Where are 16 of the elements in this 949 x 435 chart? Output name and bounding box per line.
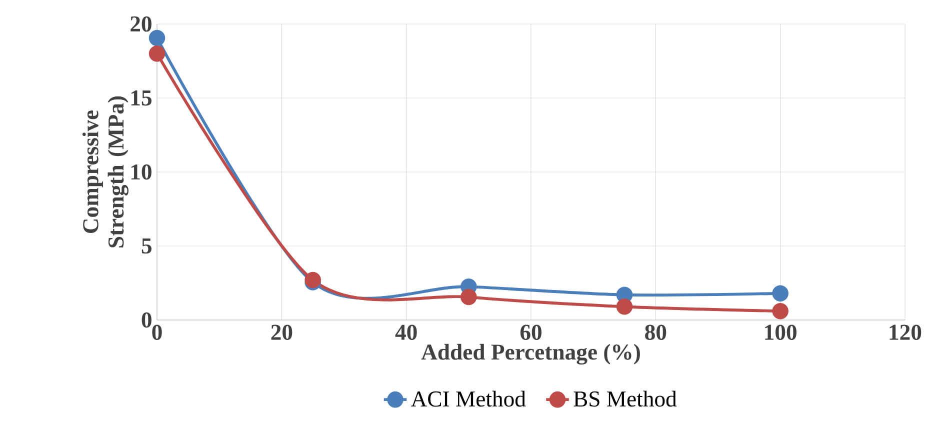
y-tick-label: 10 xyxy=(131,164,152,180)
y-axis-title: Compressive Strength (MPa) xyxy=(82,96,128,248)
x-axis-title: Added Percetnage (%) xyxy=(421,344,640,365)
x-tick-label: 100 xyxy=(765,324,796,340)
y-tick-label: 5 xyxy=(142,238,152,254)
y-tick-label: 20 xyxy=(130,16,152,32)
legend-label: ACI Method xyxy=(411,390,526,407)
x-tick-label: 80 xyxy=(645,324,666,340)
x-tick-label: 20 xyxy=(271,324,292,340)
y-tick-label: 15 xyxy=(131,90,152,106)
x-tick-label: 0 xyxy=(152,324,162,340)
x-tick-label: 60 xyxy=(520,324,542,340)
legend-label: BS Method xyxy=(574,390,677,407)
x-tick-label: 40 xyxy=(395,324,417,340)
x-tick-label: 120 xyxy=(890,324,922,340)
y-tick-label: 0 xyxy=(142,312,152,328)
